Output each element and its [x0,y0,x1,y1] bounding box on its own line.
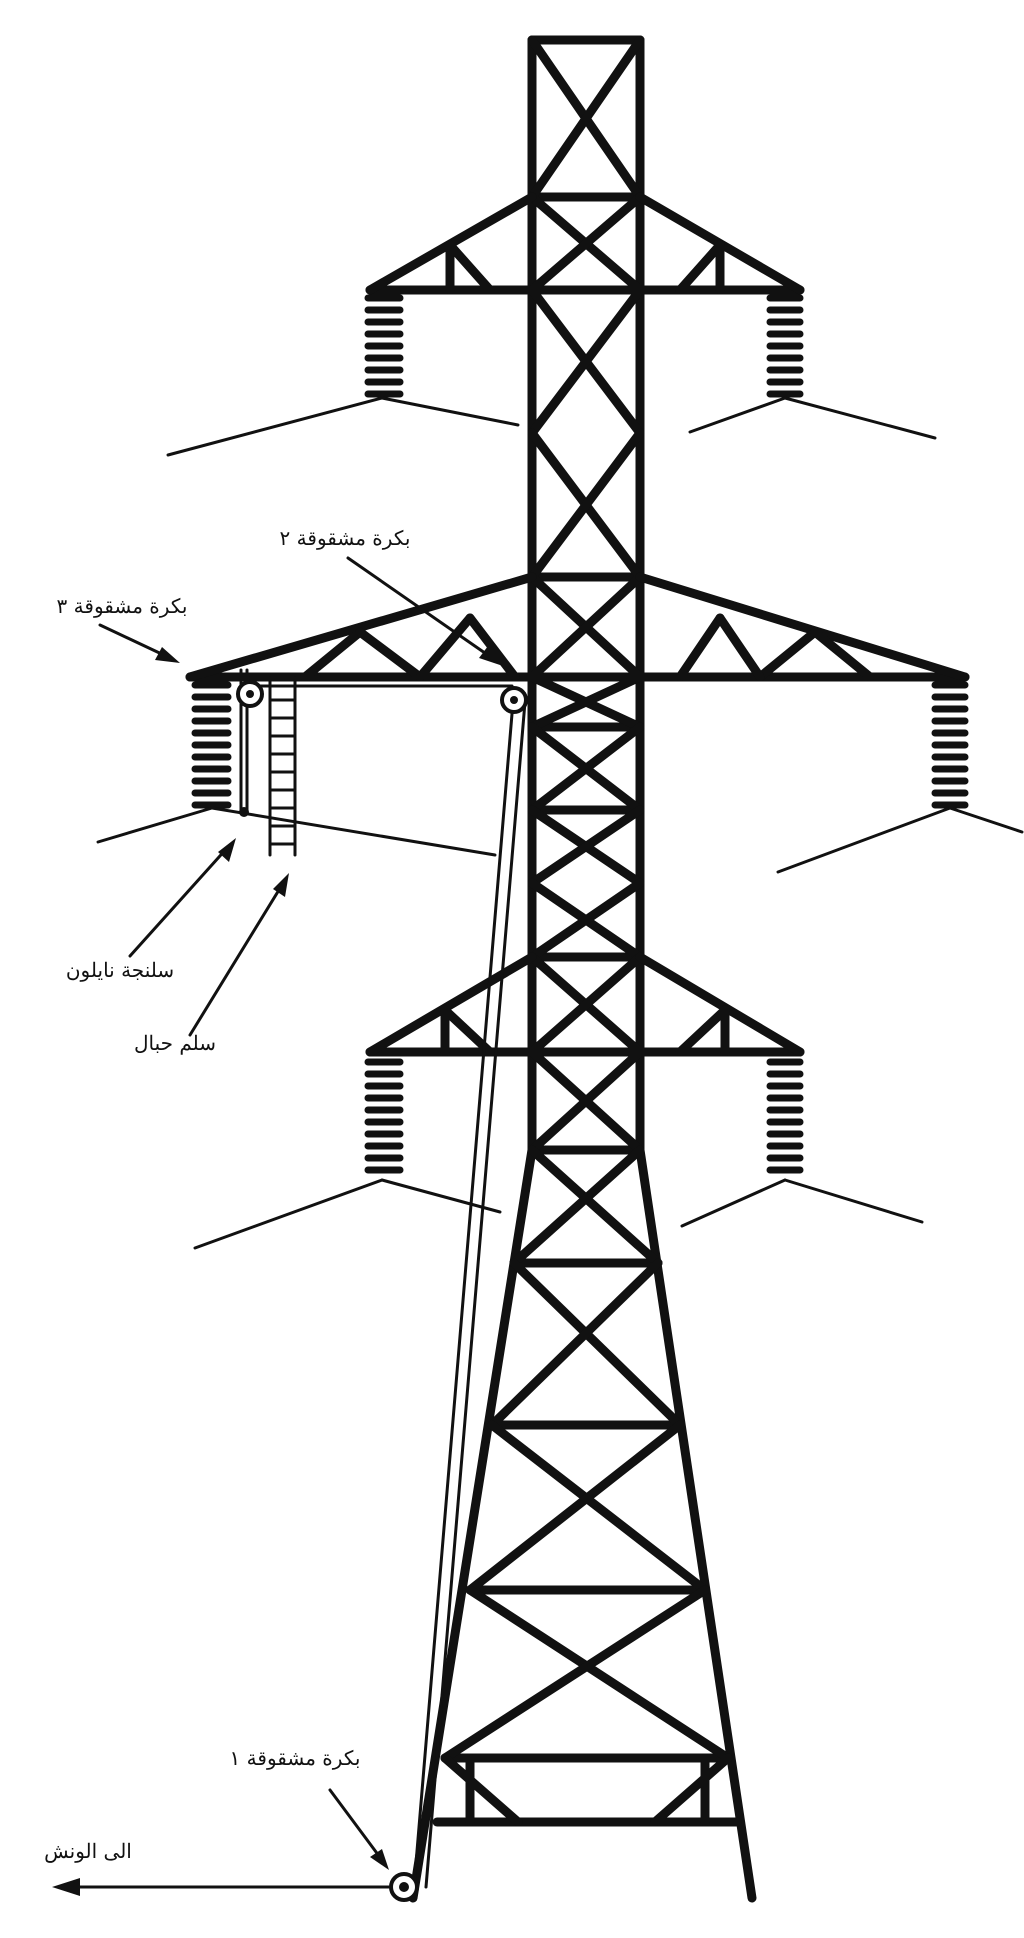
label-pulley-1: بكرة مشقوقة ١ [230,1746,361,1770]
conductors [96,396,1024,1250]
insulator-middle-right [931,681,969,809]
pulley-1 [389,1872,419,1902]
label-to-winch: الى الونش [44,1839,132,1863]
top-crossarm [365,192,805,295]
rope-ladder [268,676,297,857]
winch-arrow [52,1878,393,1896]
bottom-crossarm [365,952,805,1057]
tower-body [527,35,645,1155]
insulator-middle-left [191,681,232,809]
pulley-3 [236,680,264,708]
insulator-bottom-right [766,1058,804,1174]
insulator-top-left [364,294,404,398]
label-pulley-2: بكرة مشقوقة ٢ [280,526,411,550]
label-pulley-3: بكرة مشقوقة ٣ [57,594,188,618]
insulator-bottom-left [364,1058,404,1174]
tower-base [408,1145,757,1903]
callout-arrows [98,556,503,1870]
lifting-rope [248,676,527,1889]
label-nylon-sling: سلنجة نايلون [66,958,174,982]
middle-crossarm [185,572,970,682]
label-rope-ladder: سلم حبال [134,1031,216,1055]
insulator-top-right [766,294,804,398]
pulley-2 [500,686,528,714]
